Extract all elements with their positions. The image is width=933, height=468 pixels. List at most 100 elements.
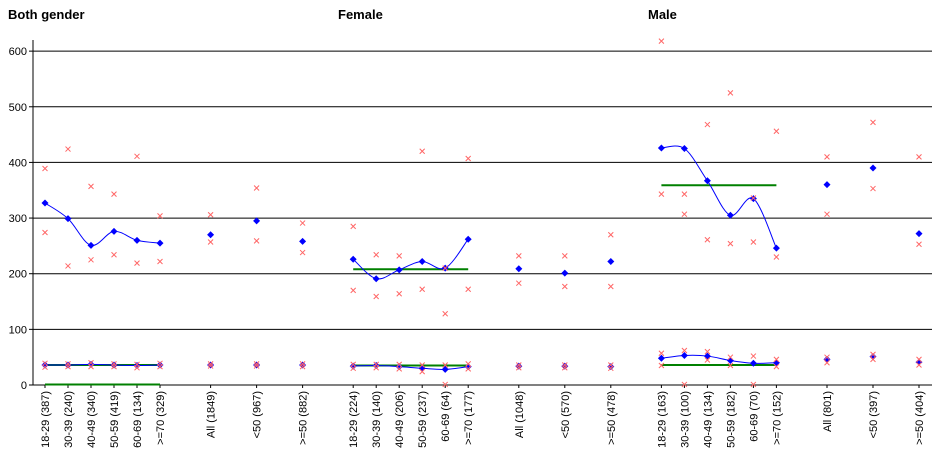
point-lower-ci-low — [299, 363, 306, 370]
point-upper-ci-high — [350, 223, 357, 230]
series-line-lower-mean — [661, 354, 777, 364]
point-upper-mean — [207, 231, 215, 239]
point-upper-mean — [703, 177, 711, 185]
point-lower-ci-low — [373, 364, 380, 371]
point-upper-mean — [915, 230, 923, 238]
point-lower-ci-high — [465, 361, 472, 367]
grid-layer — [33, 50, 932, 330]
point-upper-ci-low — [727, 240, 734, 247]
point-lower-ci-low — [42, 364, 48, 371]
point-upper-ci-high — [727, 90, 734, 96]
point-lower-ci-high — [750, 353, 757, 359]
point-upper-mean — [349, 255, 357, 263]
point-lower-mean — [110, 361, 118, 369]
y-tick-label: 0 — [21, 380, 27, 392]
point-upper-ci-high — [681, 211, 688, 218]
x-tick-label: All (1048) — [514, 391, 526, 438]
x-tick-label: All (801) — [822, 391, 834, 432]
point-upper-mean — [680, 145, 688, 153]
point-upper-mean — [133, 236, 141, 244]
point-upper-mean — [110, 227, 118, 235]
point-upper-mean — [823, 181, 831, 189]
point-upper-ci-high — [396, 253, 403, 259]
x-tick-label: 50-59 (237) — [417, 391, 429, 448]
x-tick-label: 60-69 (134) — [132, 391, 144, 448]
point-lower-ci-low — [134, 364, 140, 371]
x-tick-label: All (1849) — [206, 391, 218, 438]
series-marks — [41, 38, 923, 388]
point-lower-mean — [869, 353, 877, 361]
x-tick-label: 50-59 (419) — [109, 391, 121, 448]
point-upper-ci-low — [42, 229, 48, 236]
point-lower-ci-high — [681, 347, 688, 354]
point-upper-ci-low — [65, 263, 71, 269]
point-lower-ci-low — [870, 356, 876, 363]
point-lower-mean — [156, 361, 164, 369]
point-lower-ci-low — [253, 363, 260, 369]
x-tick-label: 30-39 (100) — [679, 391, 691, 448]
point-lower-mean — [561, 362, 569, 370]
point-upper-ci-high — [704, 121, 711, 128]
point-upper-ci-high — [916, 154, 922, 160]
y-tick-label: 300 — [9, 213, 27, 225]
x-tick-label: >=50 (478) — [606, 391, 618, 445]
point-lower-ci-high — [870, 351, 876, 358]
point-upper-ci-low — [157, 258, 163, 265]
point-upper-ci-low — [253, 238, 260, 244]
point-lower-ci-low — [773, 363, 780, 370]
point-upper-ci-high — [465, 155, 472, 162]
point-upper-ci-low — [373, 293, 380, 300]
point-upper-ci-low — [465, 286, 472, 293]
point-upper-ci-high — [419, 148, 426, 155]
x-tick-label: 40-49 (340) — [86, 391, 98, 448]
point-lower-ci-low — [111, 363, 117, 370]
series-lines — [44, 145, 777, 370]
point-lower-mean — [607, 363, 615, 371]
point-upper-ci-high — [607, 231, 614, 238]
y-tick-label: 600 — [9, 46, 27, 58]
point-upper-ci-low — [681, 191, 688, 197]
point-lower-ci-low — [465, 366, 472, 372]
reference-lines — [45, 184, 777, 386]
point-upper-mean — [561, 269, 569, 277]
point-upper-ci-low — [870, 185, 876, 192]
point-lower-ci-low — [88, 363, 94, 370]
point-lower-ci-low — [157, 363, 163, 370]
point-upper-ci-low — [350, 287, 357, 294]
point-upper-mean — [299, 237, 307, 245]
x-tick-label: <50 (570) — [560, 391, 572, 438]
point-lower-ci-low — [704, 357, 711, 363]
point-lower-mean — [395, 363, 403, 371]
point-lower-ci-high — [824, 354, 830, 361]
x-tick-label: >=70 (329) — [155, 391, 167, 445]
point-lower-mean — [349, 362, 357, 370]
point-upper-ci-low — [396, 290, 403, 297]
point-upper-ci-high — [299, 220, 306, 226]
point-upper-mean — [607, 257, 615, 265]
point-lower-ci-low — [681, 381, 688, 388]
x-tick-label: 30-39 (240) — [63, 391, 75, 448]
point-upper-ci-high — [773, 128, 780, 135]
point-upper-ci-high — [824, 154, 830, 160]
point-upper-mean — [41, 199, 49, 207]
point-lower-ci-high — [207, 361, 214, 367]
point-upper-ci-low — [299, 249, 306, 256]
point-upper-ci-high — [750, 195, 757, 201]
point-upper-mean — [64, 215, 72, 223]
x-tick-label: 40-49 (206) — [394, 391, 406, 448]
point-upper-ci-low — [704, 236, 711, 243]
x-tick-label: 18-29 (163) — [656, 391, 668, 448]
point-upper-mean — [253, 217, 261, 225]
point-lower-mean — [749, 359, 757, 367]
point-lower-mean — [515, 362, 523, 370]
point-lower-ci-low — [658, 362, 665, 369]
point-upper-ci-low — [111, 251, 117, 258]
point-upper-ci-low — [207, 239, 214, 245]
point-upper-ci-low — [442, 310, 449, 317]
point-upper-ci-low — [607, 283, 614, 290]
x-tick-label: 18-29 (224) — [348, 391, 360, 448]
series-line-upper-mean — [352, 238, 469, 280]
point-lower-ci-high — [727, 354, 734, 361]
point-upper-mean — [418, 257, 426, 265]
